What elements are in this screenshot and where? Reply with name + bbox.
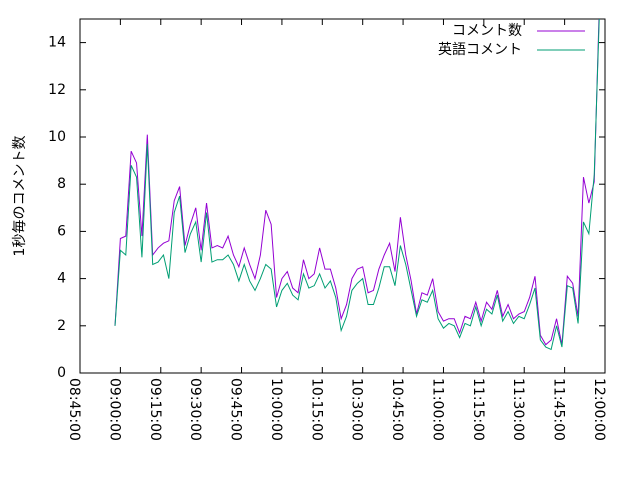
y-tick-label: 0 [57, 365, 66, 381]
y-tick-label: 2 [57, 318, 66, 334]
data-line [114, 19, 600, 346]
y-tick-label: 12 [48, 82, 66, 98]
x-tick-label: 09:30:00 [187, 378, 203, 441]
legend-label: 英語コメント [438, 41, 522, 58]
x-tick-label: 11:45:00 [551, 378, 567, 441]
x-tick-label: 09:45:00 [228, 378, 244, 441]
x-tick-label: 12:00:00 [591, 378, 607, 441]
x-tick-label: 09:00:00 [106, 378, 122, 441]
y-tick-label: 6 [57, 223, 66, 239]
x-tick-label: 10:45:00 [389, 378, 405, 441]
x-tick-label: 10:15:00 [308, 378, 324, 441]
x-tick-label: 11:00:00 [429, 378, 445, 441]
x-tick-label: 09:15:00 [147, 378, 163, 441]
y-tick-label: 8 [57, 176, 66, 192]
y-tick-label: 10 [48, 129, 66, 145]
x-tick-label: 11:15:00 [470, 378, 486, 441]
x-tick-label: 10:30:00 [349, 378, 365, 441]
y-tick-label: 14 [48, 35, 66, 51]
x-tick-label: 10:00:00 [268, 378, 284, 441]
x-tick-label: 11:30:00 [510, 378, 526, 441]
y-tick-label: 4 [57, 271, 66, 287]
y-axis-label: 1秒毎のコメント数 [12, 136, 28, 257]
legend-label: コメント数 [452, 23, 522, 39]
x-tick-label: 08:45:00 [66, 378, 82, 441]
plot-area [114, 19, 600, 351]
data-line [114, 19, 600, 351]
plot-border [79, 18, 606, 374]
